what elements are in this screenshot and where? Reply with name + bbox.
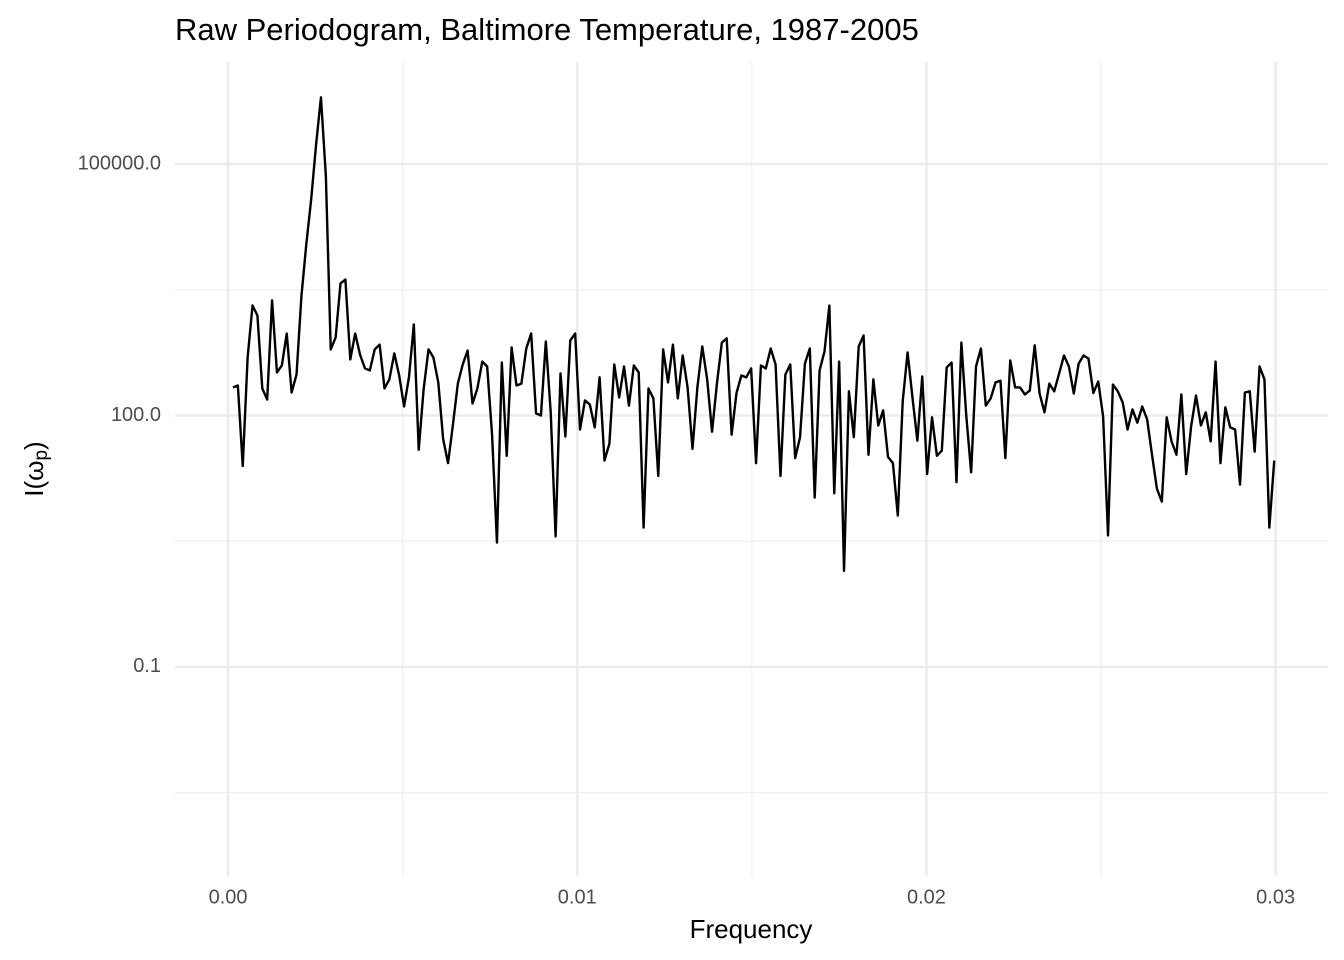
x-tick-label: 0.03 <box>1256 886 1295 908</box>
y-axis-title-close: ) <box>19 441 49 450</box>
chart-title: Raw Periodogram, Baltimore Temperature, … <box>175 12 919 47</box>
periodogram-line <box>232 96 1276 573</box>
x-tick-label: 0.01 <box>558 886 597 908</box>
y-axis-title: I(ωp) <box>19 441 52 496</box>
y-tick-label: 100000.0 <box>78 152 161 174</box>
x-tick-label: 0.00 <box>209 886 248 908</box>
y-tick-label: 100.0 <box>111 404 161 426</box>
x-tick-label: 0.02 <box>907 886 946 908</box>
x-axis-title: Frequency <box>690 914 813 944</box>
grid <box>175 62 1328 876</box>
y-tick-label: 0.1 <box>133 655 161 677</box>
y-axis-title-main: I(ω <box>19 461 49 497</box>
y-axis-title-sub: p <box>31 450 52 461</box>
